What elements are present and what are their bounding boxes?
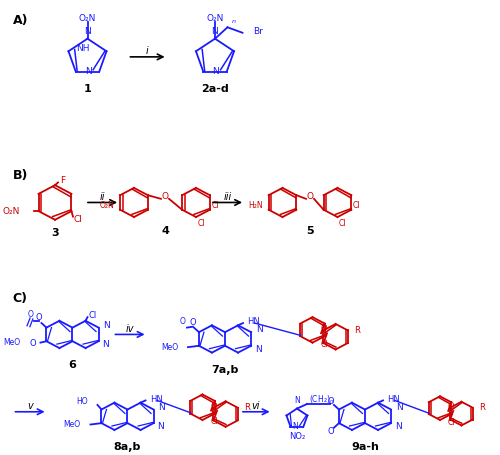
Text: O₂N: O₂N	[100, 201, 114, 210]
Text: vi: vi	[252, 401, 260, 411]
Text: O: O	[180, 317, 186, 326]
Text: MeO: MeO	[161, 343, 178, 352]
Text: HO: HO	[76, 397, 88, 406]
Text: H₂N: H₂N	[248, 201, 262, 210]
Text: O: O	[328, 397, 334, 406]
Text: iii: iii	[224, 192, 232, 202]
Text: 2a-d: 2a-d	[201, 84, 229, 94]
Text: N: N	[84, 27, 91, 36]
Text: 7a,b: 7a,b	[212, 365, 238, 375]
Text: MeO: MeO	[4, 338, 20, 347]
Text: B): B)	[12, 169, 28, 182]
Text: O₂N: O₂N	[2, 207, 20, 216]
Text: 1: 1	[84, 84, 92, 94]
Text: O: O	[448, 402, 454, 411]
Text: N: N	[212, 27, 218, 36]
Text: 9a-h: 9a-h	[351, 442, 379, 452]
Text: O₂N: O₂N	[206, 14, 224, 23]
Text: O: O	[328, 427, 334, 436]
Text: R: R	[354, 326, 360, 335]
Text: Cl: Cl	[353, 201, 360, 210]
Text: 3: 3	[51, 228, 59, 238]
Text: N: N	[294, 396, 300, 405]
Text: i: i	[146, 46, 149, 56]
Text: 4: 4	[161, 226, 169, 236]
Text: O: O	[162, 192, 168, 201]
Text: R: R	[244, 403, 250, 412]
Text: N: N	[396, 403, 403, 412]
Text: Cl: Cl	[339, 219, 346, 228]
Text: HN: HN	[248, 317, 260, 326]
Text: R: R	[478, 403, 484, 412]
Text: N: N	[104, 321, 110, 330]
Text: N: N	[102, 340, 110, 349]
Text: Cl: Cl	[211, 417, 218, 426]
Text: O: O	[210, 402, 218, 410]
Text: O₂N: O₂N	[79, 14, 96, 23]
Text: N: N	[158, 403, 166, 412]
Text: Cl: Cl	[198, 219, 205, 228]
Text: N: N	[292, 422, 298, 431]
Text: 8a,b: 8a,b	[114, 442, 141, 452]
Text: A): A)	[12, 14, 28, 27]
Text: MeO: MeO	[64, 420, 80, 429]
Text: $_n$: $_n$	[230, 17, 236, 26]
Text: iv: iv	[126, 324, 134, 334]
Text: v: v	[27, 401, 33, 411]
Text: C): C)	[12, 292, 28, 304]
Text: NH: NH	[76, 45, 90, 54]
Text: 6: 6	[68, 360, 76, 370]
Text: HN: HN	[388, 394, 400, 404]
Text: Cl: Cl	[212, 201, 219, 210]
Text: HN: HN	[150, 394, 163, 404]
Text: Cl: Cl	[448, 418, 455, 427]
Text: O: O	[190, 318, 196, 327]
Text: O: O	[30, 339, 36, 348]
Text: F: F	[60, 176, 65, 185]
Text: Cl: Cl	[321, 340, 328, 349]
Text: O: O	[306, 192, 314, 201]
Text: N: N	[255, 345, 262, 354]
Text: 5: 5	[306, 226, 314, 236]
Text: O: O	[28, 310, 34, 319]
Text: N: N	[395, 422, 402, 431]
Text: N: N	[158, 422, 164, 431]
Text: NO₂: NO₂	[289, 432, 305, 441]
Text: O: O	[36, 313, 43, 322]
Text: ii: ii	[100, 192, 105, 202]
Text: (CH₂)$_n$: (CH₂)$_n$	[308, 393, 334, 406]
Text: Cl: Cl	[88, 311, 96, 320]
Text: N: N	[256, 325, 263, 334]
Text: N: N	[212, 67, 220, 76]
Text: O: O	[320, 324, 328, 333]
Text: N: N	[85, 67, 92, 76]
Text: Cl: Cl	[74, 215, 83, 224]
Text: Br: Br	[254, 27, 264, 36]
